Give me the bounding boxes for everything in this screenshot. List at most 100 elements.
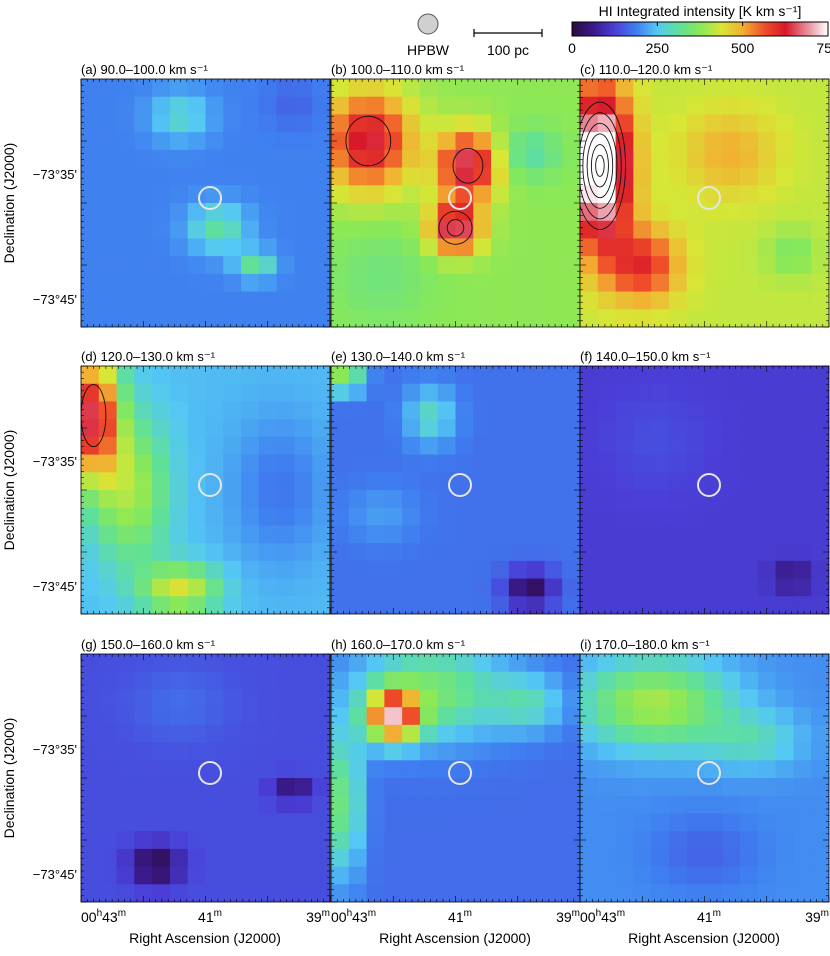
- intensity-cell: [526, 543, 546, 562]
- intensity-cell: [686, 560, 706, 580]
- intensity-cell: [668, 596, 688, 614]
- intensity-cell: [580, 419, 599, 438]
- intensity-cell: [419, 560, 439, 580]
- intensity-cell: [668, 273, 688, 293]
- intensity-cell: [775, 848, 795, 868]
- intensity-cell: [526, 132, 546, 151]
- beam-marker-circle: [448, 186, 472, 210]
- intensity-cell: [473, 132, 492, 151]
- intensity-cell: [134, 671, 153, 691]
- intensity-cell: [455, 273, 474, 293]
- intensity-cell: [276, 689, 296, 708]
- intensity-cell: [134, 220, 153, 240]
- intensity-cell: [633, 366, 652, 385]
- intensity-cell: [205, 256, 224, 275]
- intensity-cell: [294, 96, 313, 116]
- intensity-cell: [312, 291, 330, 310]
- intensity-cell: [98, 848, 118, 868]
- intensity-cell: [757, 203, 777, 222]
- intensity-cell: [811, 167, 829, 186]
- intensity-cell: [740, 436, 759, 456]
- intensity-cell: [205, 560, 224, 580]
- intensity-cell: [651, 760, 670, 779]
- intensity-cell: [580, 273, 599, 293]
- intensity-cell: [633, 578, 652, 597]
- intensity-cell: [704, 490, 723, 509]
- intensity-cell: [508, 436, 528, 456]
- intensity-cell: [223, 831, 242, 850]
- intensity-cell: [134, 419, 153, 438]
- intensity-cell: [793, 238, 812, 257]
- intensity-cell: [276, 454, 296, 473]
- intensity-cell: [491, 654, 510, 673]
- intensity-cell: [775, 238, 795, 257]
- intensity-cell: [169, 596, 189, 614]
- intensity-cell: [241, 132, 260, 151]
- intensity-cell: [526, 707, 546, 726]
- x-tick-label: 41m: [198, 908, 222, 925]
- intensity-cell: [455, 419, 474, 438]
- intensity-cell: [312, 167, 330, 186]
- intensity-cell: [580, 436, 599, 456]
- intensity-cell: [811, 238, 829, 257]
- intensity-cell: [544, 596, 563, 614]
- panel-label: (f) 140.0–150.0 km s⁻¹: [580, 349, 711, 364]
- intensity-cell: [526, 383, 546, 403]
- intensity-cell: [81, 366, 100, 385]
- intensity-cell: [134, 742, 153, 761]
- intensity-cell: [686, 203, 706, 222]
- intensity-cell: [169, 383, 189, 403]
- intensity-cell: [775, 203, 795, 222]
- intensity-cell: [455, 507, 474, 527]
- intensity-cell: [205, 291, 224, 310]
- intensity-cell: [615, 291, 634, 310]
- intensity-cell: [811, 578, 829, 597]
- intensity-cell: [615, 79, 634, 98]
- intensity-cell: [98, 472, 118, 491]
- intensity-cell: [668, 507, 688, 527]
- intensity-cell: [384, 742, 403, 761]
- intensity-cell: [366, 742, 385, 761]
- intensity-cell: [223, 560, 242, 580]
- intensity-cell: [169, 848, 189, 868]
- intensity-cell: [740, 813, 759, 832]
- intensity-cell: [508, 454, 528, 473]
- intensity-cell: [258, 203, 278, 222]
- intensity-cell: [294, 525, 313, 544]
- intensity-cell: [580, 507, 599, 527]
- intensity-cell: [615, 220, 634, 240]
- intensity-cell: [241, 578, 260, 597]
- intensity-cell: [473, 884, 492, 902]
- intensity-cell: [811, 96, 829, 116]
- intensity-cell: [223, 543, 242, 562]
- intensity-cell: [508, 884, 528, 902]
- intensity-cell: [384, 654, 403, 673]
- intensity-cell: [437, 724, 457, 744]
- intensity-cell: [384, 578, 403, 597]
- intensity-cell: [384, 596, 403, 614]
- intensity-cell: [526, 220, 546, 240]
- intensity-cell: [294, 472, 313, 491]
- intensity-cell: [526, 96, 546, 116]
- intensity-cell: [597, 436, 617, 456]
- intensity-cell: [526, 760, 546, 779]
- intensity-cell: [419, 309, 439, 327]
- intensity-cell: [348, 401, 368, 420]
- intensity-cell: [704, 419, 723, 438]
- intensity-cell: [473, 454, 492, 473]
- scale-bar: [473, 29, 543, 37]
- intensity-cell: [740, 203, 759, 222]
- intensity-cell: [562, 543, 580, 562]
- intensity-cell: [152, 490, 171, 509]
- intensity-cell: [526, 689, 546, 708]
- intensity-cell: [437, 866, 457, 885]
- intensity-cell: [668, 578, 688, 597]
- intensity-cell: [258, 760, 278, 779]
- intensity-cell: [258, 454, 278, 473]
- intensity-cell: [152, 132, 171, 151]
- intensity-cell: [384, 291, 403, 310]
- intensity-cell: [775, 543, 795, 562]
- intensity-cell: [793, 742, 812, 761]
- intensity-cell: [740, 114, 759, 133]
- intensity-cell: [331, 543, 350, 562]
